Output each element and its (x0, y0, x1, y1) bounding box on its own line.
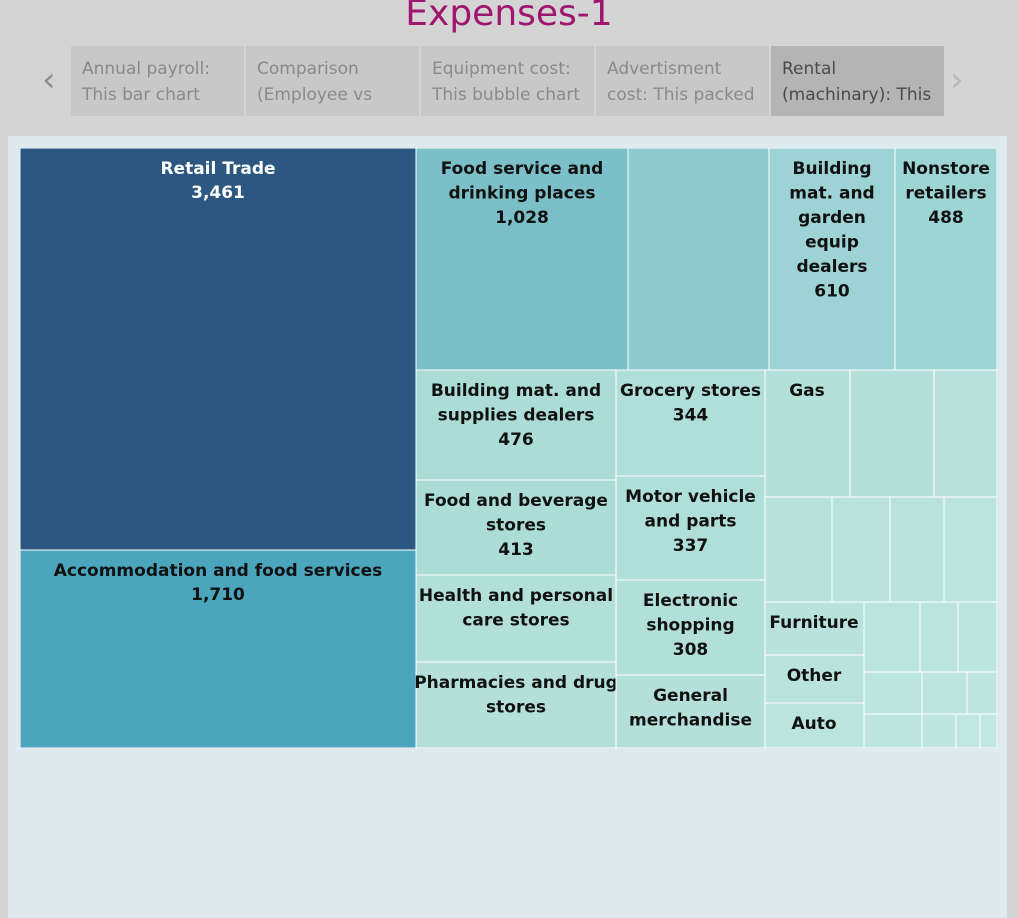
treemap-tile-small[interactable] (955, 713, 981, 748)
story-prev-arrow-icon[interactable]: ‹ (42, 60, 56, 100)
tile-label-line: dealers (796, 257, 867, 277)
tile-label-line: Building (793, 159, 872, 179)
tile-label-line: retailers (905, 184, 986, 204)
dashboard-title: Expenses-1 (405, 0, 613, 34)
tile-value: 344 (673, 406, 709, 426)
story-tab-line: cost: This packed (607, 85, 755, 105)
treemap-tile-small[interactable] (831, 496, 891, 603)
tile-value: 337 (673, 536, 709, 556)
tile-label-line: Gas (789, 381, 825, 401)
tile-label-line: Grocery stores (620, 381, 761, 401)
tile-label-line: Food and beverage (424, 491, 608, 511)
treemap-tile-small[interactable] (849, 369, 935, 498)
treemap-tile[interactable] (764, 369, 851, 498)
treemap-tile-small[interactable] (863, 713, 923, 748)
tile-label: Accommodation and food services (54, 561, 383, 581)
treemap-tile-small[interactable] (966, 671, 997, 715)
tile-label-line: Building mat. and (431, 381, 601, 401)
story-tab-comparison[interactable]: Comparison (Employee vs (246, 46, 419, 116)
tile-value: 488 (928, 208, 964, 228)
treemap-tile[interactable] (894, 148, 997, 371)
story-tab-equipment-cost[interactable]: Equipment cost: This bubble chart (421, 46, 594, 116)
treemap-tile-small[interactable] (957, 601, 997, 673)
treemap-tile[interactable] (764, 601, 865, 656)
treemap-tile[interactable] (627, 148, 770, 371)
tile-label-line: Nonstore (902, 159, 990, 179)
treemap-tile[interactable] (415, 574, 617, 663)
tile-label-line: care stores (462, 611, 569, 631)
treemap-tile-small[interactable] (764, 496, 833, 603)
story-tab-line: Equipment cost: (432, 59, 571, 79)
treemap-tile[interactable] (415, 369, 617, 481)
treemap-tile-small[interactable] (933, 369, 997, 498)
tile-label-line: Auto (791, 714, 836, 734)
treemap-tile-small[interactable] (979, 713, 997, 748)
tile-label-line: stores (486, 698, 546, 718)
tile-value: 476 (498, 430, 534, 450)
treemap-tile[interactable] (415, 148, 629, 371)
tile-value: 3,461 (191, 183, 245, 203)
tile-label-line: Health and personal (419, 586, 613, 606)
tile-label-line: merchandise (629, 711, 752, 731)
tile-label-line: Food service and (441, 159, 604, 179)
tile-label-line: drinking places (449, 184, 596, 204)
tile-value: 308 (673, 640, 709, 660)
treemap-chart: Retail Trade 3,461 Accommodation and food … (20, 148, 997, 748)
tile-value: 413 (498, 540, 534, 560)
treemap-tile-retail-trade[interactable] (20, 148, 417, 551)
story-tab-line: This bar chart (82, 85, 200, 105)
tile-value: 1,710 (191, 585, 245, 605)
tile-value: 1,028 (495, 208, 549, 228)
story-tab-line: (machinary): This (782, 85, 932, 105)
treemap-tile-accommodation[interactable] (20, 549, 417, 748)
treemap-tile[interactable] (615, 579, 766, 676)
tile-label-line: Pharmacies and drug (414, 673, 618, 693)
story-tab-line: Rental (782, 59, 837, 79)
treemap-tile-small[interactable] (919, 601, 959, 673)
tile-label-line: stores (486, 516, 546, 536)
treemap-tile-small[interactable] (889, 496, 945, 603)
story-tab-annual-payroll[interactable]: Annual payroll: This bar chart (71, 46, 244, 116)
treemap-tile[interactable] (615, 475, 766, 581)
tile-label-line: supplies dealers (438, 406, 595, 426)
tile-label: Retail Trade (160, 159, 275, 179)
story-tab-line: Comparison (257, 59, 359, 79)
treemap-tile-small[interactable] (943, 496, 997, 603)
tile-label-line: Motor vehicle (625, 487, 756, 507)
tile-label-line: garden (798, 208, 866, 228)
treemap-tile[interactable] (415, 661, 617, 748)
story-next-arrow-icon[interactable]: › (950, 60, 964, 100)
treemap-tile-small[interactable] (921, 671, 968, 715)
tile-value: 610 (814, 282, 850, 302)
story-tab-line: Annual payroll: (82, 59, 210, 79)
treemap-tile-small[interactable] (863, 601, 921, 673)
tile-label-line: equip (805, 233, 859, 253)
story-tab-line: This bubble chart (432, 85, 581, 105)
tile-label-line: shopping (646, 616, 734, 636)
tile-label-line: Electronic (643, 591, 738, 611)
tile-label-line: and parts (645, 512, 737, 532)
tile-label-line: General (653, 686, 728, 706)
story-tab-rental-machinary[interactable]: Rental (machinary): This (771, 46, 944, 116)
treemap-tile-small[interactable] (863, 671, 923, 715)
treemap-tile-small[interactable] (921, 713, 957, 748)
treemap-tile[interactable] (764, 654, 865, 704)
treemap-tile[interactable] (615, 674, 766, 748)
tile-label-line: Other (787, 666, 842, 686)
tile-label-line: mat. and (789, 184, 874, 204)
treemap-tile[interactable] (764, 702, 865, 748)
treemap-tile[interactable] (615, 369, 766, 477)
tile-label-line: Furniture (769, 613, 858, 633)
story-tab-advertisment-cost[interactable]: Advertisment cost: This packed (596, 46, 769, 116)
story-tab-line: Advertisment (607, 59, 722, 79)
story-tab-line: (Employee vs (257, 85, 373, 105)
